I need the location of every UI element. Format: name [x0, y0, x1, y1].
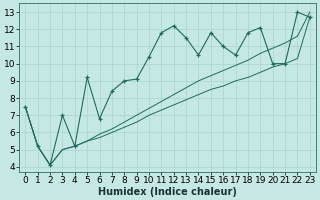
X-axis label: Humidex (Indice chaleur): Humidex (Indice chaleur) [98, 187, 237, 197]
